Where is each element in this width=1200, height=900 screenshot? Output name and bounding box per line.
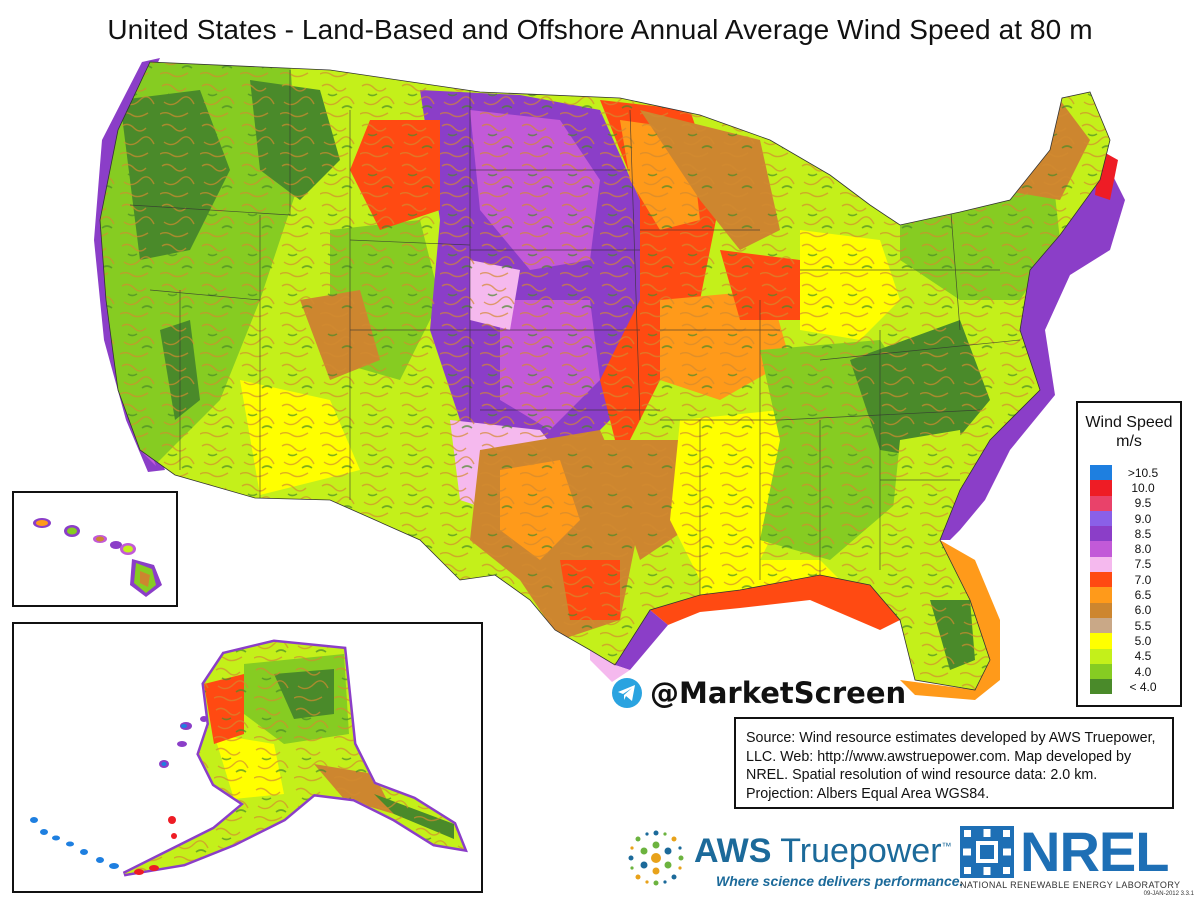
legend-title-line1: Wind Speed — [1085, 414, 1173, 431]
legend-swatch — [1090, 465, 1112, 481]
legend-title-line2: m/s — [1116, 433, 1142, 450]
legend-swatch — [1090, 617, 1112, 634]
legend-swatch — [1090, 572, 1112, 588]
legend-label: 10.0 — [1131, 480, 1155, 495]
hawaii-inset — [12, 491, 178, 607]
hawaii-map — [33, 518, 162, 597]
legend-swatch — [1090, 541, 1112, 557]
legend-item: 10.0 — [1090, 480, 1174, 496]
offshore-band-gulf-pink — [590, 650, 630, 682]
legend-item: 4.0 — [1090, 663, 1174, 680]
source-line: NREL. Spatial resolution of wind resourc… — [746, 767, 1098, 783]
legend-item: 8.5 — [1090, 526, 1174, 542]
legend-swatch — [1090, 663, 1112, 680]
legend-swatch — [1090, 602, 1112, 618]
legend-item: 4.5 — [1090, 648, 1174, 664]
aws-tagline: Where science delivers performance. — [716, 873, 964, 889]
offshore-band-gulf — [650, 575, 900, 630]
date-code: 09-JAN-2012 3.3.1 — [1143, 891, 1194, 897]
legend-label: 5.0 — [1134, 633, 1152, 648]
legend-swatch — [1090, 633, 1112, 649]
telegram-icon — [612, 678, 642, 708]
legend-swatch — [1090, 526, 1112, 542]
source-line: Projection: Albers Equal Area WGS84. — [746, 785, 990, 802]
legend-label: 9.0 — [1134, 511, 1152, 526]
legend-item: 8.0 — [1090, 541, 1174, 557]
legend-label: 6.0 — [1134, 603, 1152, 618]
legend-swatch — [1090, 587, 1112, 603]
offshore-band-gulf-east — [900, 540, 1000, 700]
nrel-full-name: NATIONAL RENEWABLE ENERGY LABORATORY — [960, 880, 1181, 890]
map-title: United States - Land-Based and Offshore … — [107, 14, 1093, 45]
alaska-map — [30, 639, 468, 877]
legend-label: 4.5 — [1134, 649, 1152, 664]
source-line: Source: Wind resource estimates develope… — [746, 730, 1156, 746]
aws-truepower-logo: AWS Truepower™ Where science delivers pe… — [624, 826, 963, 892]
legend-label: 5.5 — [1134, 618, 1152, 633]
nrel-logo: NREL NATIONAL RENEWABLE ENERGY LABORATOR… — [958, 822, 1190, 892]
legend-item: < 4.0 — [1090, 679, 1174, 695]
legend-label: 8.0 — [1134, 542, 1152, 557]
legend-label: 6.5 — [1134, 588, 1152, 603]
legend-swatch — [1090, 679, 1112, 695]
legend-item: 7.0 — [1090, 572, 1174, 588]
legend-item: 9.5 — [1090, 495, 1174, 511]
aws-wordmark: AWS Truepower™ — [694, 832, 952, 870]
wind-speed-legend: Wind Speed m/s >10.5 10.0 9.5 9.0 8.5 8.0 7.5 7… — [1076, 401, 1182, 707]
source-note: Source: Wind resource estimates develope… — [734, 717, 1174, 809]
legend-item: 9.0 — [1090, 510, 1174, 527]
legend-item: 6.0 — [1090, 602, 1174, 618]
nrel-sun-icon — [960, 826, 1014, 878]
legend-item: 7.5 — [1090, 556, 1174, 573]
legend-label: 7.0 — [1134, 572, 1152, 587]
watermark-text: @MarketScreen — [650, 676, 907, 710]
offshore-band-atlantic — [940, 150, 1125, 540]
legend-item: 6.5 — [1090, 587, 1174, 603]
nrel-wordmark: NREL — [1020, 820, 1169, 883]
legend-label: 8.5 — [1134, 526, 1152, 541]
legend-label: >10.5 — [1127, 465, 1159, 480]
legend-swatch — [1090, 648, 1112, 664]
legend-label: 9.5 — [1134, 496, 1152, 511]
legend-label: 4.0 — [1134, 664, 1152, 679]
legend-rows: >10.5 10.0 9.5 9.0 8.5 8.0 7.5 7.0 6.5 6.0 5.5 5.0 4… — [1090, 465, 1174, 695]
legend-item: 5.5 — [1090, 617, 1174, 634]
alaska-inset — [12, 622, 483, 893]
telegram-watermark: @MarketScreen — [612, 676, 906, 710]
aws-dots-icon — [628, 830, 684, 886]
legend-swatch — [1090, 510, 1112, 527]
legend-label: 7.5 — [1134, 557, 1152, 572]
legend-item: 5.0 — [1090, 633, 1174, 649]
offshore-band-gulf-west — [615, 610, 668, 670]
legend-label: < 4.0 — [1129, 679, 1157, 694]
legend-swatch — [1090, 495, 1112, 511]
legend-swatch — [1090, 480, 1112, 496]
source-line: LLC. Web: http://www.awstruepower.com. M… — [746, 748, 1132, 765]
legend-item: >10.5 — [1090, 465, 1174, 481]
legend-swatch — [1090, 556, 1112, 573]
legend-title: Wind Speed m/s — [1078, 403, 1180, 451]
